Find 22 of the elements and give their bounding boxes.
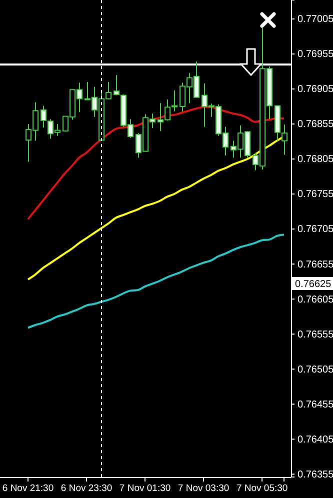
x-tick-label: 7 Nov 01:30	[119, 483, 171, 494]
y-tick-label: 0.76355	[298, 469, 333, 480]
text: 0.76625	[295, 279, 332, 290]
y-tick-label: 0.76755	[298, 189, 333, 200]
y-tick-label: 0.76705	[298, 224, 333, 236]
y-tick-label: 0.76955	[298, 49, 333, 60]
line-series	[27, 234, 285, 329]
y-tick-label: 0.76855	[298, 119, 333, 130]
candlestick	[114, 74, 120, 96]
x-tick-label: 7 Nov 05:30	[236, 483, 288, 494]
x-tick-label: 6 Nov 23:30	[60, 483, 112, 494]
y-tick-label: 0.76555	[298, 329, 333, 340]
x-tick-label: 6 Nov 21:30	[2, 483, 54, 494]
y-tick-label: 0.76505	[298, 364, 333, 376]
y-tick-label: 0.76605	[298, 294, 333, 306]
y-tick-label: 0.76405	[298, 434, 333, 446]
y-tick-label: 0.76655	[298, 259, 333, 270]
y-tick-label: 0.76455	[298, 399, 333, 410]
x-tick-label: 7 Nov 03:30	[178, 483, 230, 494]
y-tick-label: 0.76905	[298, 84, 333, 96]
y-tick-label: 0.77005	[298, 14, 333, 26]
y-tick-label: 0.76805	[298, 154, 333, 166]
